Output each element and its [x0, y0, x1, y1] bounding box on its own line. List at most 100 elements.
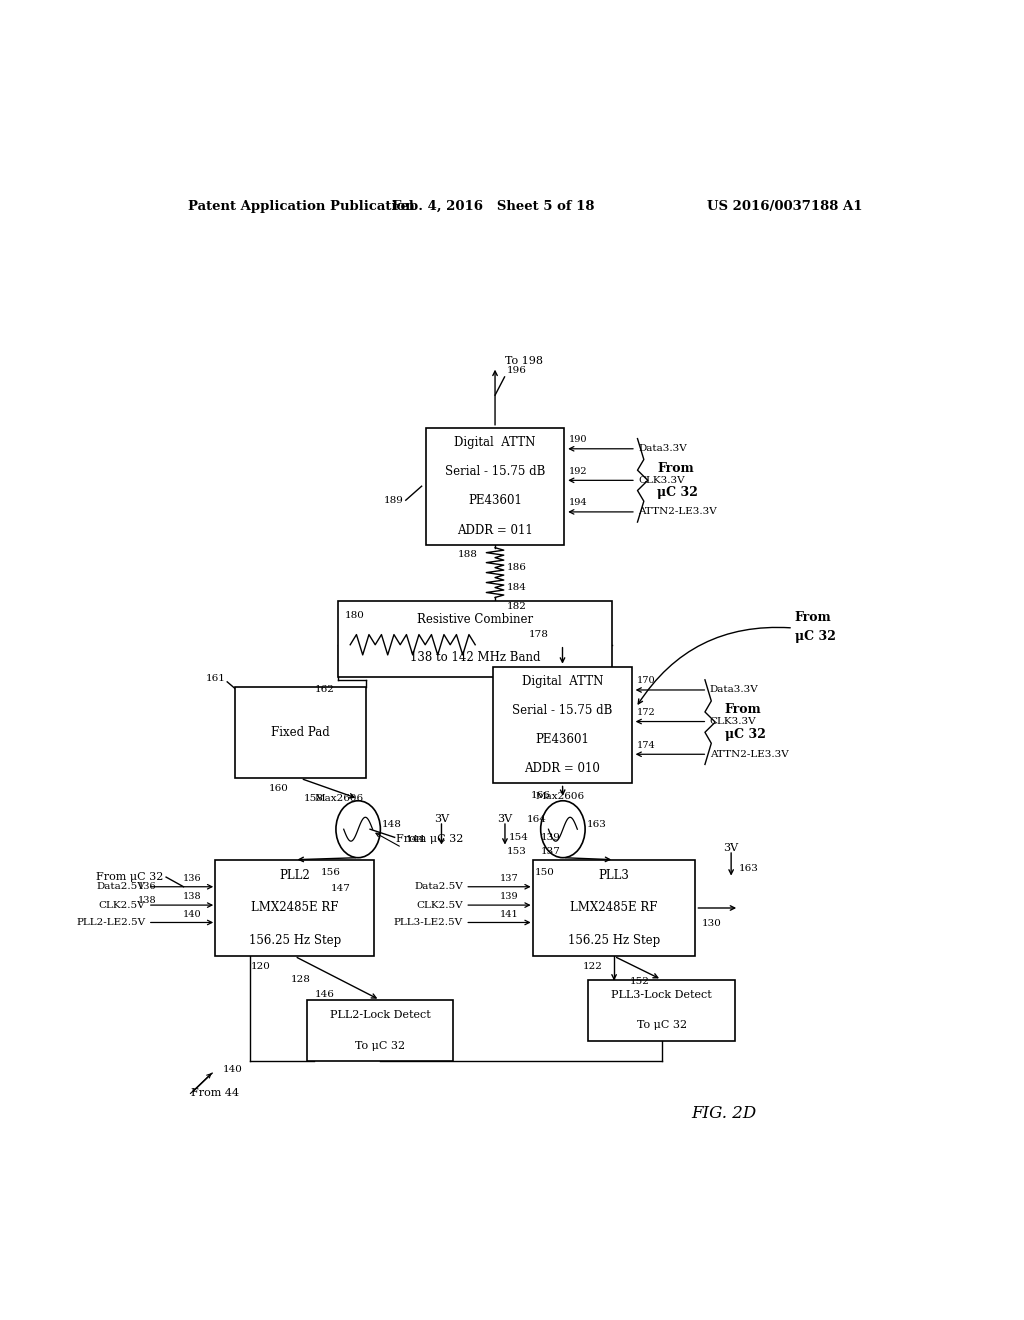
- Text: CLK3.3V: CLK3.3V: [710, 717, 757, 726]
- Text: PLL2-LE2.5V: PLL2-LE2.5V: [77, 917, 145, 927]
- Text: 140: 140: [182, 909, 201, 919]
- Text: 139: 139: [541, 833, 560, 842]
- Text: LMX2485E RF: LMX2485E RF: [251, 902, 338, 915]
- Text: ADDR = 010: ADDR = 010: [524, 763, 600, 775]
- Text: 156.25 Hz Step: 156.25 Hz Step: [249, 933, 341, 946]
- Text: PLL3-Lock Detect: PLL3-Lock Detect: [611, 990, 712, 999]
- Text: Data3.3V: Data3.3V: [710, 685, 759, 694]
- Text: 139: 139: [500, 892, 518, 902]
- Text: 141: 141: [500, 909, 518, 919]
- Text: 163: 163: [739, 863, 759, 873]
- Text: 178: 178: [528, 630, 548, 639]
- Text: 180: 180: [345, 611, 365, 620]
- Text: 138 to 142 MHz Band: 138 to 142 MHz Band: [410, 651, 541, 664]
- Text: Data2.5V: Data2.5V: [414, 882, 463, 891]
- Text: LMX2485E RF: LMX2485E RF: [570, 902, 657, 915]
- Text: From: From: [795, 611, 831, 624]
- FancyBboxPatch shape: [532, 859, 695, 956]
- Text: From μC 32: From μC 32: [96, 873, 164, 882]
- Text: 154: 154: [509, 833, 528, 842]
- Text: To μC 32: To μC 32: [637, 1020, 687, 1031]
- Text: PLL3: PLL3: [599, 870, 630, 882]
- Text: 174: 174: [637, 741, 655, 750]
- Text: Data3.3V: Data3.3V: [638, 445, 687, 453]
- Text: 128: 128: [291, 975, 310, 985]
- Text: 137: 137: [500, 874, 518, 883]
- Text: 192: 192: [569, 467, 588, 475]
- Text: 196: 196: [507, 366, 526, 375]
- Text: ATTN2-LE3.3V: ATTN2-LE3.3V: [710, 750, 788, 759]
- Text: Serial - 15.75 dB: Serial - 15.75 dB: [512, 704, 612, 717]
- FancyBboxPatch shape: [236, 686, 367, 779]
- Text: 162: 162: [314, 685, 334, 694]
- Text: To μC 32: To μC 32: [355, 1040, 406, 1051]
- FancyBboxPatch shape: [588, 979, 735, 1040]
- Text: CLK2.5V: CLK2.5V: [417, 900, 463, 909]
- Text: 150: 150: [536, 869, 555, 878]
- Text: 160: 160: [269, 784, 289, 793]
- Text: PE43601: PE43601: [468, 494, 522, 507]
- Text: ATTN2-LE3.3V: ATTN2-LE3.3V: [638, 507, 717, 516]
- Text: 147: 147: [331, 883, 350, 892]
- Text: 3V: 3V: [498, 814, 513, 824]
- Text: PLL2: PLL2: [280, 870, 310, 882]
- Text: 186: 186: [507, 564, 526, 572]
- Text: 140: 140: [222, 1065, 243, 1073]
- Text: Feb. 4, 2016   Sheet 5 of 18: Feb. 4, 2016 Sheet 5 of 18: [392, 199, 594, 213]
- Text: Digital  ATTN: Digital ATTN: [455, 436, 536, 449]
- Text: 170: 170: [637, 676, 655, 685]
- Text: 152: 152: [630, 977, 650, 986]
- Text: 138: 138: [182, 892, 201, 902]
- Text: μC 32: μC 32: [657, 486, 698, 499]
- Text: From: From: [657, 462, 694, 475]
- Text: Digital  ATTN: Digital ATTN: [522, 675, 603, 688]
- Text: 136: 136: [138, 882, 157, 891]
- Text: 190: 190: [569, 436, 588, 444]
- Text: 130: 130: [701, 919, 722, 928]
- Text: From μC 32: From μC 32: [396, 834, 464, 845]
- Text: Patent Application Publication: Patent Application Publication: [187, 199, 415, 213]
- Text: 166: 166: [530, 791, 551, 800]
- Text: Max2606: Max2606: [536, 792, 585, 801]
- FancyBboxPatch shape: [338, 601, 612, 677]
- Text: 136: 136: [182, 874, 201, 883]
- Text: ADDR = 011: ADDR = 011: [457, 524, 532, 536]
- Text: FIG. 2D: FIG. 2D: [691, 1105, 757, 1122]
- Text: PLL3-LE2.5V: PLL3-LE2.5V: [394, 917, 463, 927]
- Text: From: From: [725, 704, 762, 717]
- Text: 161: 161: [206, 675, 225, 684]
- Text: 189: 189: [384, 496, 403, 504]
- Text: 3V: 3V: [724, 843, 738, 853]
- FancyBboxPatch shape: [426, 428, 564, 545]
- Text: 137: 137: [541, 847, 560, 857]
- Text: 148: 148: [382, 820, 401, 829]
- Text: 163: 163: [587, 820, 606, 829]
- Text: 156.25 Hz Step: 156.25 Hz Step: [568, 933, 660, 946]
- Text: PLL2-Lock Detect: PLL2-Lock Detect: [330, 1010, 430, 1020]
- Text: 188: 188: [458, 550, 477, 558]
- Text: 156: 156: [321, 869, 341, 878]
- Text: Max2606: Max2606: [314, 795, 364, 804]
- Text: 120: 120: [251, 962, 270, 972]
- FancyBboxPatch shape: [306, 1001, 454, 1061]
- Text: μC 32: μC 32: [795, 630, 836, 643]
- Text: 182: 182: [507, 602, 526, 611]
- Text: 158: 158: [304, 795, 324, 804]
- Text: To 198: To 198: [506, 355, 544, 366]
- Text: Fixed Pad: Fixed Pad: [271, 726, 330, 739]
- Text: 146: 146: [314, 990, 335, 999]
- Text: 122: 122: [583, 962, 602, 972]
- Text: 144: 144: [406, 834, 426, 843]
- FancyBboxPatch shape: [494, 667, 632, 784]
- Text: From 44: From 44: [191, 1089, 240, 1098]
- Text: 164: 164: [527, 814, 547, 824]
- Text: μC 32: μC 32: [725, 727, 766, 741]
- Text: Data2.5V: Data2.5V: [96, 882, 145, 891]
- Text: US 2016/0037188 A1: US 2016/0037188 A1: [707, 199, 862, 213]
- Text: 194: 194: [569, 498, 588, 507]
- Text: 172: 172: [637, 708, 655, 717]
- Text: CLK3.3V: CLK3.3V: [638, 475, 685, 484]
- Text: CLK2.5V: CLK2.5V: [99, 900, 145, 909]
- Text: Serial - 15.75 dB: Serial - 15.75 dB: [444, 465, 545, 478]
- Text: PE43601: PE43601: [536, 733, 590, 746]
